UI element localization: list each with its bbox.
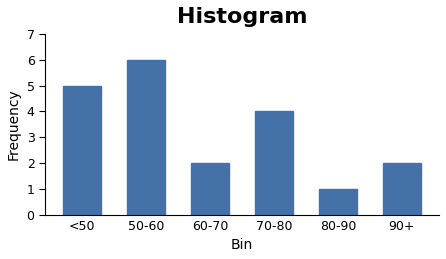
Bar: [383, 163, 421, 215]
X-axis label: Bin: Bin: [231, 238, 253, 252]
Y-axis label: Frequency: Frequency: [7, 89, 21, 160]
Bar: [191, 163, 229, 215]
Bar: [127, 60, 165, 215]
Bar: [319, 189, 357, 215]
Bar: [255, 111, 293, 215]
Bar: [63, 86, 101, 215]
Title: Histogram: Histogram: [177, 7, 307, 27]
